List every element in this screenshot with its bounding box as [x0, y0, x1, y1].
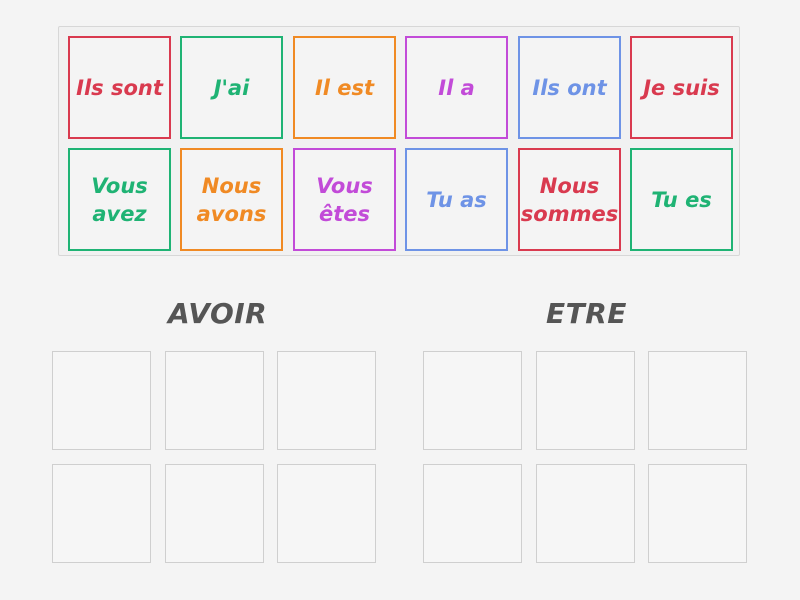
card-label: J'ai: [213, 75, 250, 100]
card-label: Tu as: [426, 187, 487, 212]
drop-slot-avoir[interactable]: [277, 464, 376, 563]
card-tray: Ils sont J'ai Il est Il a Ils ont Je sui…: [58, 26, 740, 256]
card-j-ai[interactable]: J'ai: [180, 36, 283, 139]
drop-slot-avoir[interactable]: [165, 351, 264, 450]
card-je-suis[interactable]: Je suis: [630, 36, 733, 139]
card-ils-sont[interactable]: Ils sont: [68, 36, 171, 139]
drop-slot-etre[interactable]: [536, 351, 635, 450]
drop-slot-avoir[interactable]: [52, 464, 151, 563]
card-il-a[interactable]: Il a: [405, 36, 508, 139]
card-label: Vous êtes: [316, 173, 373, 226]
card-tu-as[interactable]: Tu as: [405, 148, 508, 251]
drop-slot-avoir[interactable]: [165, 464, 264, 563]
card-vous-etes[interactable]: Vous êtes: [293, 148, 396, 251]
drop-slot-avoir[interactable]: [52, 351, 151, 450]
group-title-etre: ETRE: [546, 297, 627, 330]
card-label: Nous sommes: [520, 173, 619, 226]
card-label: Je suis: [643, 75, 720, 100]
drop-slot-etre[interactable]: [648, 464, 747, 563]
drop-slot-etre[interactable]: [648, 351, 747, 450]
card-label: Ils sont: [76, 75, 163, 100]
card-il-est[interactable]: Il est: [293, 36, 396, 139]
card-tu-es[interactable]: Tu es: [630, 148, 733, 251]
card-label: Il a: [438, 75, 475, 100]
card-label: Vous avez: [91, 173, 148, 226]
card-vous-avez[interactable]: Vous avez: [68, 148, 171, 251]
drop-slot-etre[interactable]: [423, 464, 522, 563]
card-label: Nous avons: [196, 173, 267, 226]
card-label: Ils ont: [532, 75, 607, 100]
drop-slot-avoir[interactable]: [277, 351, 376, 450]
card-label: Tu es: [651, 187, 712, 212]
card-nous-avons[interactable]: Nous avons: [180, 148, 283, 251]
card-ils-ont[interactable]: Ils ont: [518, 36, 621, 139]
group-title-avoir: AVOIR: [168, 297, 268, 330]
drop-slot-etre[interactable]: [536, 464, 635, 563]
card-nous-sommes[interactable]: Nous sommes: [518, 148, 621, 251]
card-label: Il est: [314, 75, 375, 100]
drop-slot-etre[interactable]: [423, 351, 522, 450]
